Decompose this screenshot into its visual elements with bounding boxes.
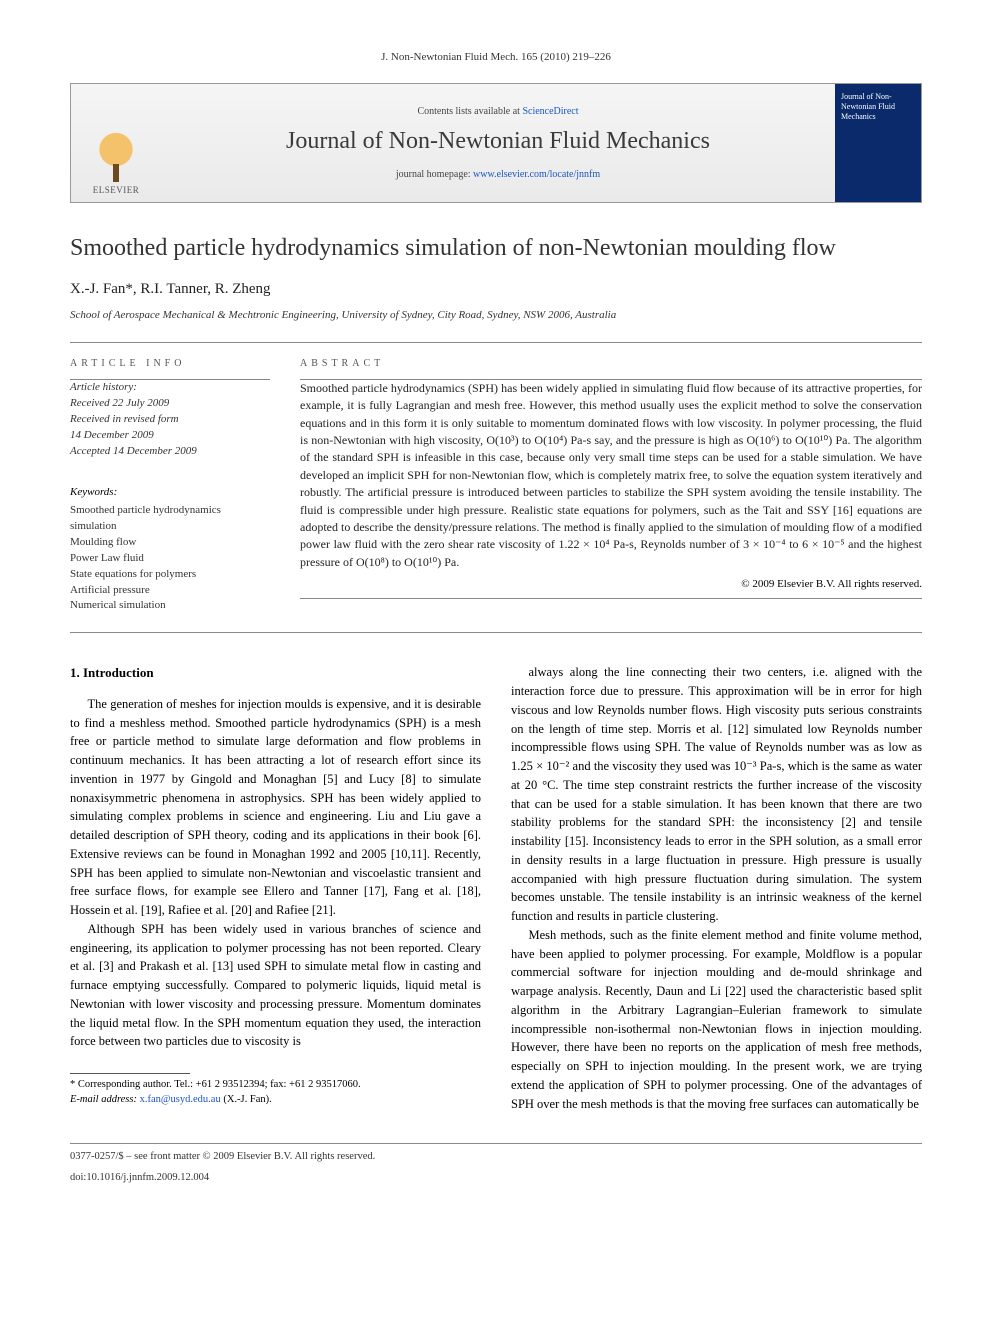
publisher-logo: ELSEVIER xyxy=(71,84,161,202)
history-revised-1: Received in revised form xyxy=(70,412,270,428)
section-1-head: 1. Introduction xyxy=(70,663,481,683)
banner-mid: Contents lists available at ScienceDirec… xyxy=(161,84,835,202)
history-label: Article history: xyxy=(70,380,270,396)
publisher-name: ELSEVIER xyxy=(93,184,140,197)
keyword: Power Law fluid xyxy=(70,551,270,567)
sciencedirect-link[interactable]: ScienceDirect xyxy=(522,106,578,117)
abstract-column: ABSTRACT Smoothed particle hydrodynamics… xyxy=(300,347,922,615)
body-para: always along the line connecting their t… xyxy=(511,663,922,926)
footnote-separator xyxy=(70,1073,190,1074)
running-head: J. Non-Newtonian Fluid Mech. 165 (2010) … xyxy=(70,50,922,65)
body-para: Mesh methods, such as the finite element… xyxy=(511,926,922,1114)
journal-name: Journal of Non-Newtonian Fluid Mechanics xyxy=(286,125,710,159)
keywords-label: Keywords: xyxy=(70,485,270,500)
body-para: The generation of meshes for injection m… xyxy=(70,695,481,920)
abstract-head: ABSTRACT xyxy=(300,357,922,371)
corresponding-author-footnote: * Corresponding author. Tel.: +61 2 9351… xyxy=(70,1078,481,1107)
footnote-email-suffix: (X.-J. Fan). xyxy=(221,1094,272,1105)
journal-banner: ELSEVIER Contents lists available at Sci… xyxy=(70,83,922,203)
footnote-line-2: E-mail address: x.fan@usyd.edu.au (X.-J.… xyxy=(70,1093,481,1108)
history-received: Received 22 July 2009 xyxy=(70,396,270,412)
contents-prefix: Contents lists available at xyxy=(417,106,522,117)
keyword: State equations for polymers xyxy=(70,567,270,583)
body-columns: 1. Introduction The generation of meshes… xyxy=(70,663,922,1113)
cover-title: Journal of Non-Newtonian Fluid Mechanics xyxy=(841,92,915,121)
article-history: Article history: Received 22 July 2009 R… xyxy=(70,380,270,460)
author-list: X.-J. Fan*, R.I. Tanner, R. Zheng xyxy=(70,279,922,300)
affiliation: School of Aerospace Mechanical & Mechtro… xyxy=(70,308,922,323)
keyword: Artificial pressure xyxy=(70,583,270,599)
article-info-head: ARTICLE INFO xyxy=(70,357,270,371)
homepage-link[interactable]: www.elsevier.com/locate/jnnfm xyxy=(473,169,600,180)
footnote-line-1: * Corresponding author. Tel.: +61 2 9351… xyxy=(70,1078,481,1093)
elsevier-tree-icon xyxy=(91,132,141,182)
journal-homepage: journal homepage: www.elsevier.com/locat… xyxy=(396,168,600,182)
rule-top xyxy=(70,342,922,343)
keyword: Numerical simulation xyxy=(70,598,270,614)
doi-line: doi:10.1016/j.jnnfm.2009.12.004 xyxy=(70,1171,922,1186)
front-matter-line: 0377-0257/$ – see front matter © 2009 El… xyxy=(70,1150,922,1165)
footnote-email-prefix: E-mail address: xyxy=(70,1094,140,1105)
keywords-list: Smoothed particle hydrodynamics simulati… xyxy=(70,503,270,615)
keyword: Moulding flow xyxy=(70,535,270,551)
rule-bottom xyxy=(70,1143,922,1144)
homepage-prefix: journal homepage: xyxy=(396,169,473,180)
rule-abs-bottom xyxy=(300,598,922,599)
history-revised-2: 14 December 2009 xyxy=(70,428,270,444)
abstract-text: Smoothed particle hydrodynamics (SPH) ha… xyxy=(300,380,922,571)
rule-mid xyxy=(70,632,922,633)
article-info-column: ARTICLE INFO Article history: Received 2… xyxy=(70,347,270,615)
body-para: Although SPH has been widely used in var… xyxy=(70,920,481,1051)
article-title: Smoothed particle hydrodynamics simulati… xyxy=(70,233,922,263)
contents-line: Contents lists available at ScienceDirec… xyxy=(417,105,578,119)
abstract-copyright: © 2009 Elsevier B.V. All rights reserved… xyxy=(300,577,922,592)
keyword: Smoothed particle hydrodynamics simulati… xyxy=(70,503,270,535)
history-accepted: Accepted 14 December 2009 xyxy=(70,444,270,460)
footnote-email-link[interactable]: x.fan@usyd.edu.au xyxy=(140,1094,221,1105)
journal-cover: Journal of Non-Newtonian Fluid Mechanics xyxy=(835,84,921,202)
